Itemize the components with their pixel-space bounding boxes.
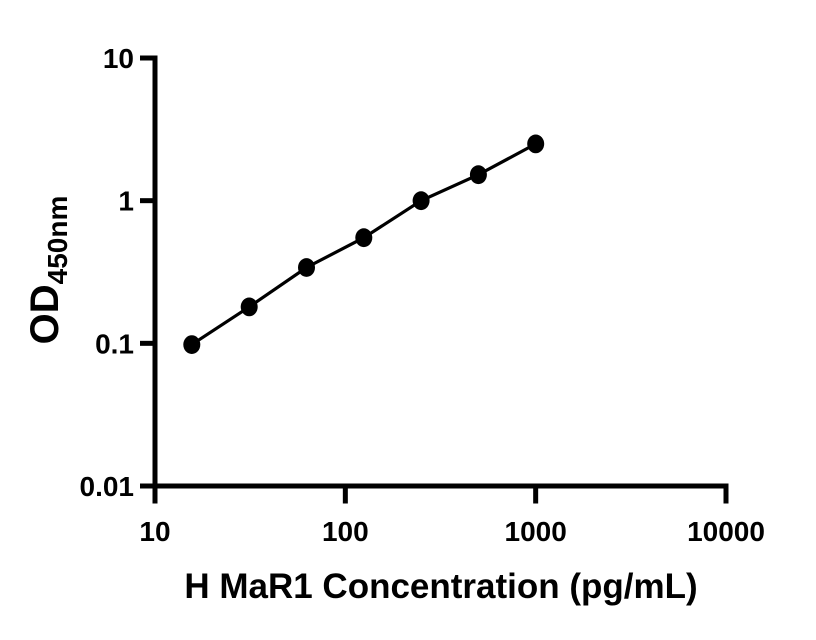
data-point: [183, 335, 201, 354]
y-tick-label: 0.1: [95, 328, 134, 359]
x-axis-ticks: 10 100 1000 10000: [139, 486, 765, 547]
data-point: [412, 191, 430, 211]
data-point: [240, 297, 258, 317]
data-point: [355, 228, 373, 248]
data-series: [183, 134, 545, 354]
x-tick-label: 100: [322, 516, 369, 547]
data-point: [469, 165, 487, 185]
y-axis-title-main: OD: [23, 284, 67, 344]
y-tick-label: 0.01: [80, 471, 135, 502]
y-axis-title: OD450nm: [23, 196, 73, 345]
data-point: [527, 134, 545, 154]
y-tick-label: 10: [103, 43, 134, 74]
x-tick-label: 10: [139, 516, 170, 547]
x-tick-label: 10000: [687, 516, 765, 547]
y-axis-title-subscript: 450nm: [42, 196, 73, 285]
y-tick-label: 1: [118, 186, 134, 217]
x-axis-title: H MaR1 Concentration (pg/mL): [184, 567, 697, 606]
data-point: [298, 258, 315, 277]
x-tick-label: 1000: [505, 516, 567, 547]
y-axis-ticks: 10 1 0.1 0.01: [80, 43, 155, 502]
